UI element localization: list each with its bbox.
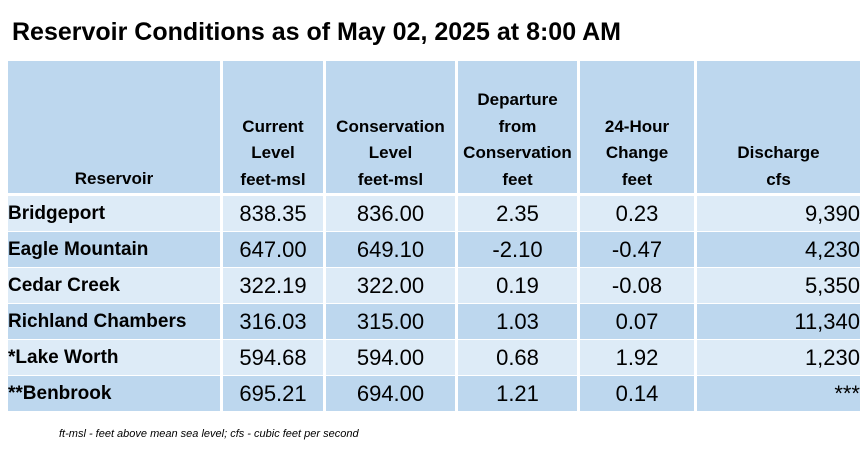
reservoir-name: *Lake Worth <box>8 340 223 376</box>
header-reservoir: Reservoir <box>8 61 223 196</box>
reservoir-name: **Benbrook <box>8 376 223 412</box>
table-row: *Lake Worth 594.68 594.00 0.68 1.92 1,23… <box>8 340 860 376</box>
change-value: 0.14 <box>580 376 697 412</box>
reservoir-name: Eagle Mountain <box>8 232 223 268</box>
change-value: 0.23 <box>580 196 697 232</box>
departure-value: -2.10 <box>458 232 580 268</box>
reservoir-name: Richland Chambers <box>8 304 223 340</box>
departure-value: 2.35 <box>458 196 580 232</box>
table-row: Cedar Creek 322.19 322.00 0.19 -0.08 5,3… <box>8 268 860 304</box>
conservation-level: 594.00 <box>326 340 458 376</box>
conservation-level: 649.10 <box>326 232 458 268</box>
header-24-hour-change: 24-Hour Change feet <box>580 61 697 196</box>
departure-value: 0.68 <box>458 340 580 376</box>
change-value: 1.92 <box>580 340 697 376</box>
conservation-level: 322.00 <box>326 268 458 304</box>
header-conservation-level: Conservation Level feet-msl <box>326 61 458 196</box>
header-departure: Departure from Conservation feet <box>458 61 580 196</box>
current-level: 316.03 <box>223 304 326 340</box>
header-discharge: Discharge cfs <box>697 61 860 196</box>
departure-value: 1.03 <box>458 304 580 340</box>
discharge-value: 4,230 <box>697 232 860 268</box>
current-level: 695.21 <box>223 376 326 412</box>
reservoir-table: Reservoir Current Level feet-msl Conserv… <box>8 61 860 412</box>
conservation-level: 694.00 <box>326 376 458 412</box>
discharge-value: 11,340 <box>697 304 860 340</box>
table-row: Richland Chambers 316.03 315.00 1.03 0.0… <box>8 304 860 340</box>
reservoir-name: Bridgeport <box>8 196 223 232</box>
conservation-level: 836.00 <box>326 196 458 232</box>
discharge-value: 9,390 <box>697 196 860 232</box>
current-level: 838.35 <box>223 196 326 232</box>
current-level: 594.68 <box>223 340 326 376</box>
discharge-value: 1,230 <box>697 340 860 376</box>
departure-value: 0.19 <box>458 268 580 304</box>
table-header-row: Reservoir Current Level feet-msl Conserv… <box>8 61 860 196</box>
current-level: 322.19 <box>223 268 326 304</box>
current-level: 647.00 <box>223 232 326 268</box>
reservoir-name: Cedar Creek <box>8 268 223 304</box>
change-value: 0.07 <box>580 304 697 340</box>
footnote: ft-msl - feet above mean sea level; cfs … <box>59 428 359 440</box>
discharge-value: 5,350 <box>697 268 860 304</box>
discharge-value: *** <box>697 376 860 412</box>
header-current-level: Current Level feet-msl <box>223 61 326 196</box>
departure-value: 1.21 <box>458 376 580 412</box>
change-value: -0.47 <box>580 232 697 268</box>
change-value: -0.08 <box>580 268 697 304</box>
conservation-level: 315.00 <box>326 304 458 340</box>
page-title: Reservoir Conditions as of May 02, 2025 … <box>12 18 622 46</box>
table-row: Eagle Mountain 647.00 649.10 -2.10 -0.47… <box>8 232 860 268</box>
table-row: Bridgeport 838.35 836.00 2.35 0.23 9,390 <box>8 196 860 232</box>
table-row: **Benbrook 695.21 694.00 1.21 0.14 *** <box>8 376 860 412</box>
